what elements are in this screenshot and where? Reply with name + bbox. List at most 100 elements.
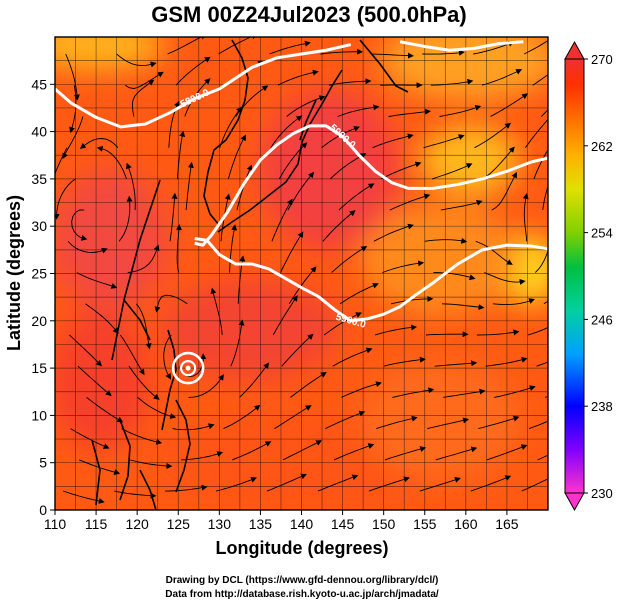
streamline [388, 108, 431, 117]
streamline [430, 78, 474, 86]
streamline [280, 231, 304, 273]
streamline [341, 381, 382, 398]
streamline [534, 249, 548, 273]
x-tick-label: 160 [454, 516, 478, 532]
colorbar-tick-label: 270 [591, 52, 613, 67]
streamline [339, 282, 379, 305]
streamline [227, 134, 246, 180]
streamline [163, 334, 172, 380]
streamline [121, 428, 163, 445]
streamline [333, 443, 375, 461]
streamline [130, 459, 173, 469]
streamline [79, 138, 119, 149]
streamline [424, 237, 468, 244]
y-tick-label: 15 [31, 360, 47, 376]
x-tick-label: 150 [372, 516, 396, 532]
colorbar-bottom-arrow [564, 492, 585, 512]
streamline [439, 105, 482, 117]
y-tick-label: 20 [31, 313, 47, 329]
streamline [135, 303, 152, 350]
streamline [423, 134, 465, 149]
streamline [269, 40, 311, 55]
x-tick-label: 135 [249, 516, 273, 532]
streamline [63, 490, 105, 504]
colorbar-tick-label: 262 [591, 139, 613, 154]
streamline [86, 397, 124, 423]
streamline [536, 361, 548, 367]
streamline [484, 272, 526, 285]
streamline [125, 71, 164, 89]
streamline [322, 210, 356, 242]
typhoon-center [171, 351, 205, 385]
streamline [541, 109, 548, 117]
y-axis-label: Latitude (degrees) [4, 195, 24, 351]
streamline [317, 474, 359, 492]
streamline [380, 161, 422, 180]
streamline [266, 473, 307, 492]
streamline [332, 347, 373, 367]
streamline [235, 85, 269, 117]
streamline [323, 312, 362, 336]
streamline [331, 245, 368, 273]
streamline [277, 69, 319, 86]
streamline [427, 417, 470, 430]
streamline [55, 178, 76, 220]
streamline [431, 163, 473, 180]
chart-title: GSM 00Z24Jul2023 (500.0hPa) [151, 2, 467, 27]
streamline [286, 95, 326, 117]
streamline [231, 441, 272, 461]
streamline [434, 360, 478, 367]
streamline [76, 272, 118, 289]
x-tick-label: 145 [331, 516, 355, 532]
streamline [175, 224, 182, 273]
streamline [382, 260, 425, 274]
streamline [278, 142, 308, 180]
wind-streamlines [55, 37, 548, 504]
y-tick-label: 30 [31, 218, 47, 234]
streamline [154, 294, 188, 313]
streamline [70, 428, 110, 449]
y-tick-label: 35 [31, 171, 47, 187]
x-tick-label: 155 [413, 516, 437, 532]
streamline [383, 356, 426, 367]
streamline [320, 48, 363, 55]
streamline [470, 475, 512, 492]
streamline [127, 244, 160, 274]
x-tick-label: 130 [208, 516, 232, 532]
y-axis: 0 5 10 15 20 25 30 35 40 45 [31, 76, 55, 518]
streamline [392, 387, 435, 398]
streamline [478, 415, 520, 430]
streamline [223, 404, 261, 430]
streamline [96, 145, 127, 180]
grid [55, 37, 548, 510]
contour-line [194, 237, 548, 323]
streamline [188, 374, 224, 398]
colorbar-tick-label: 230 [591, 486, 613, 501]
streamline [522, 192, 529, 242]
streamline [473, 41, 515, 55]
streamline [219, 106, 243, 148]
colorbar: 230 238 246 254 262 270 [564, 40, 613, 512]
streamline [287, 171, 315, 211]
streamline [169, 192, 178, 242]
streamline [521, 478, 548, 492]
contour-line [399, 40, 524, 52]
streamline [485, 356, 528, 367]
streamline [79, 459, 121, 475]
x-tick-label: 110 [44, 516, 67, 532]
streamline [441, 303, 485, 311]
streamline [475, 240, 513, 265]
streamline [271, 198, 293, 242]
colorbar-gradient [565, 59, 584, 493]
streamline [114, 490, 157, 499]
x-tick-label: 115 [85, 516, 108, 532]
streamline [69, 334, 102, 367]
colorbar-tick-label: 254 [591, 226, 613, 241]
streamline [167, 37, 207, 55]
streamline [176, 130, 186, 179]
streamline [376, 415, 418, 430]
streamline [62, 116, 84, 160]
streamline [239, 362, 270, 398]
